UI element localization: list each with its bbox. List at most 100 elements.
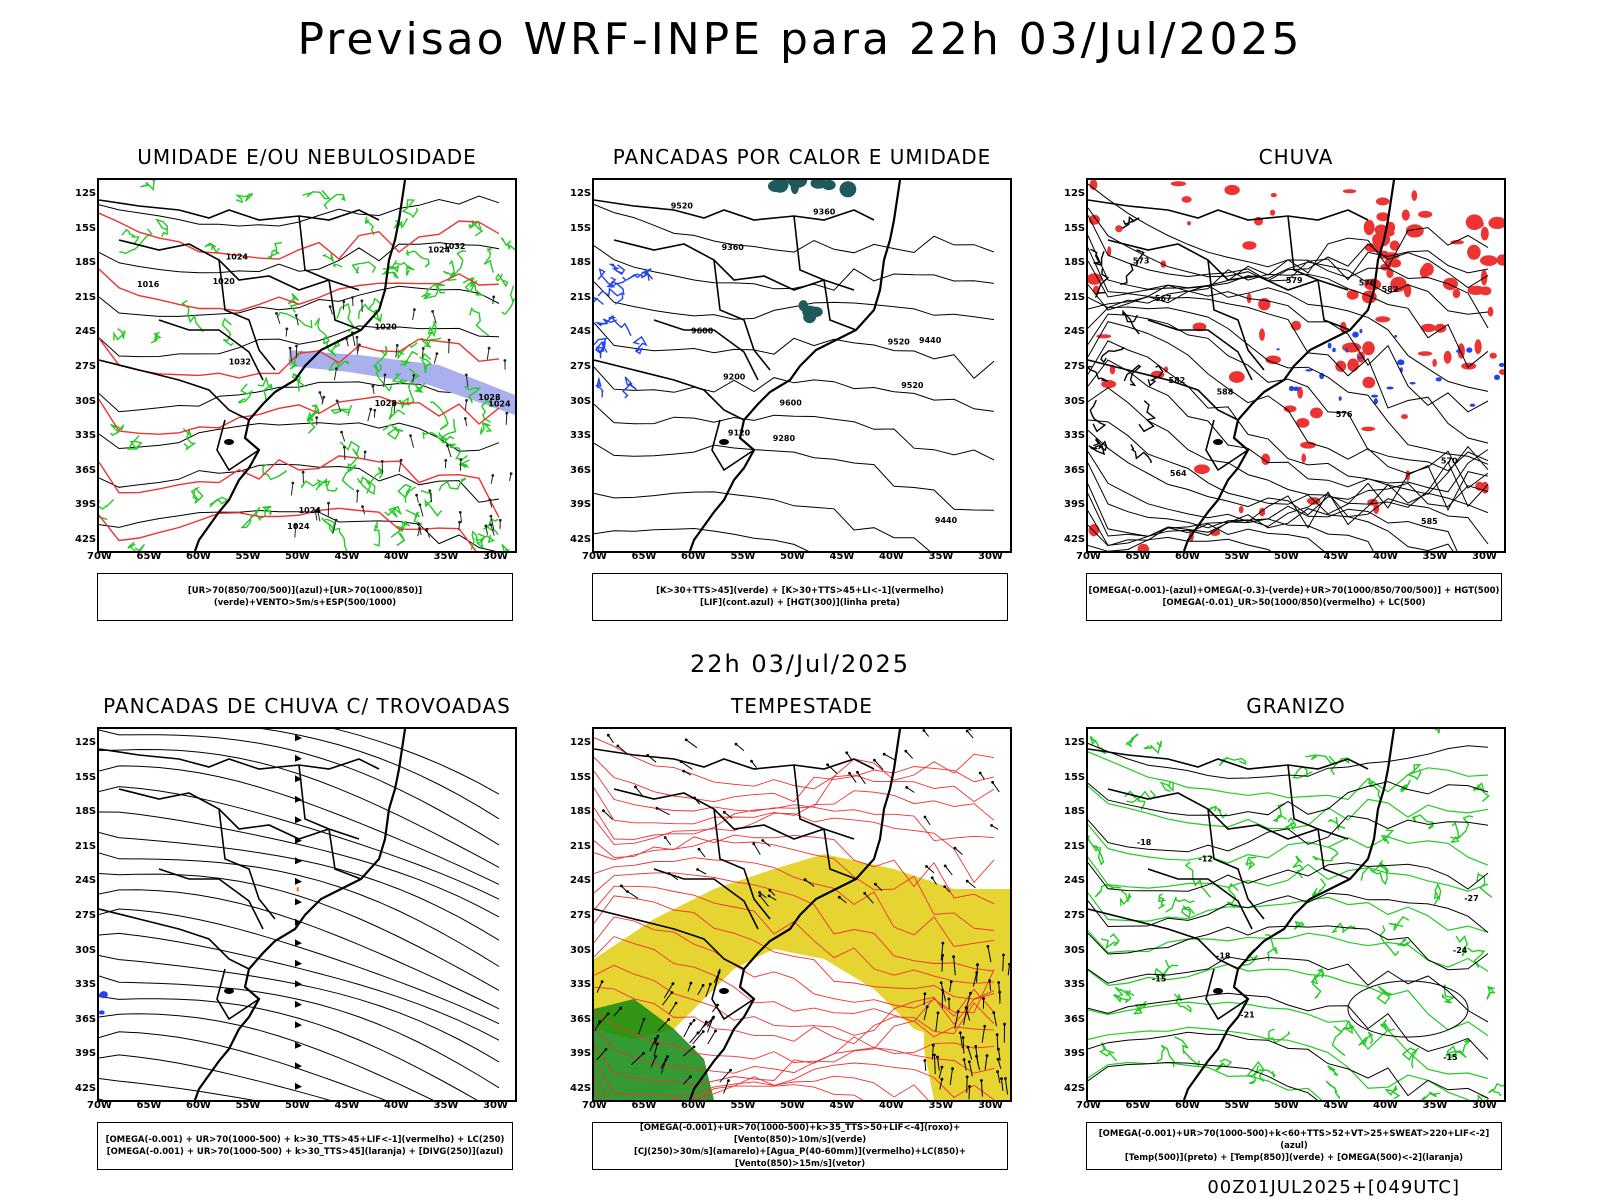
contour-value-label: -12 <box>1199 855 1213 864</box>
contour-line <box>1088 306 1489 465</box>
longitude-tick-label: 30W <box>978 1100 1003 1111</box>
contour-line <box>1154 959 1179 977</box>
latitude-tick-label: 39S <box>75 499 97 511</box>
wind-vector <box>465 374 469 388</box>
wind-vector-head <box>335 399 339 403</box>
wind-vector-head <box>968 1085 971 1088</box>
contour-line <box>629 267 654 281</box>
streamline-arrow <box>295 1062 302 1070</box>
longitude-tick-label: 55W <box>235 1100 261 1111</box>
contour-line <box>1358 1031 1374 1047</box>
forecast-time-subtitle: 22h 03/Jul/2025 <box>689 650 911 678</box>
lake-shape <box>719 988 729 994</box>
wind-vector <box>939 1079 943 1090</box>
contour-line <box>367 307 383 323</box>
contour-value-label: 1032 <box>229 358 251 367</box>
shaded-area <box>1456 349 1461 353</box>
contour-line <box>422 431 455 444</box>
wind-vector-head <box>803 878 807 882</box>
contour-line <box>420 489 443 517</box>
longitude-tick-label: 40W <box>879 1100 904 1111</box>
contour-line <box>302 189 331 200</box>
wind-vector-head <box>692 1018 696 1022</box>
wind-vector-head <box>444 459 448 462</box>
contour-line <box>621 376 637 399</box>
wind-vector-head <box>602 809 605 812</box>
contour-line <box>1088 365 1108 382</box>
contour-line <box>99 268 500 312</box>
contour-line <box>594 986 995 1045</box>
wind-vector <box>993 1012 997 1027</box>
contour-line <box>594 770 995 812</box>
wind-vector-head <box>489 523 493 527</box>
country-border <box>793 215 825 281</box>
coastline <box>193 729 407 1100</box>
latitude-tick-label: 21S <box>1064 840 1086 852</box>
country-border <box>613 239 855 291</box>
wind-vector <box>395 345 398 358</box>
wind-vector <box>692 1031 704 1045</box>
legend-line: [OMEGA(-0.001) + UR>70(1000-500) + k>30_… <box>106 1147 504 1157</box>
contour-line <box>594 366 995 412</box>
wind-vector-head <box>393 402 397 405</box>
wind-vector-head <box>380 460 384 463</box>
country-border <box>1287 215 1319 281</box>
streamline-arrow <box>295 816 302 824</box>
contour-line <box>1088 340 1489 495</box>
latitude-tick-label: 27S <box>1064 910 1086 921</box>
contour-line <box>413 382 426 393</box>
contour-line <box>1370 859 1388 886</box>
wind-vector-head <box>671 982 675 985</box>
contour-line <box>287 293 300 313</box>
contour-line <box>1088 1061 1318 1100</box>
wind-vector-head <box>965 729 969 733</box>
contour-line <box>190 486 204 504</box>
wind-vector-head <box>634 785 637 789</box>
contour-line <box>1138 400 1157 433</box>
longitude-tick-label: 65W <box>136 1100 162 1111</box>
forecast-map: -12 -15 -18 -21 -24 -27 -15 -18 <box>1086 727 1506 1102</box>
wind-vector-head <box>873 758 876 762</box>
shaded-area <box>1361 426 1376 432</box>
contour-line <box>594 964 995 1036</box>
latitude-tick-label: 15S <box>75 222 97 234</box>
wind-vector <box>603 810 613 820</box>
country-border <box>1107 239 1349 291</box>
wind-vector-head <box>905 786 909 789</box>
forecast-map: 9600 9600 9520 9520 9440 9360 9280 9200 9120 9520… <box>592 178 1012 553</box>
page-title: Previsao WRF-INPE para 22h 03/Jul/2025 <box>297 14 1303 65</box>
wind-vector-head <box>983 1024 987 1028</box>
wind-vector-head <box>371 384 375 388</box>
wind-vector-head <box>670 991 674 994</box>
contour-line <box>1466 947 1486 968</box>
panel-title: PANCADAS POR CALOR E UMIDADE <box>612 145 992 169</box>
latitude-tick-label: 12S <box>1064 737 1086 748</box>
wind-vector <box>683 1023 692 1038</box>
wind-vector <box>924 1060 927 1071</box>
coastline <box>193 180 407 551</box>
wind-vector <box>972 972 978 987</box>
longitude-tick-label: 30W <box>978 551 1003 562</box>
latitude-tick-label: 15S <box>1064 222 1086 234</box>
lake-shape <box>224 988 234 994</box>
contour-line <box>594 322 995 380</box>
wind-vector <box>968 1061 973 1077</box>
legend-line: [Temp(500)](preto) + [Temp(850)](verde) … <box>1124 1153 1464 1163</box>
contour-line <box>1088 963 1489 1037</box>
wind-vector-head <box>1004 1077 1007 1080</box>
longitude-tick-label: 70W <box>582 1100 607 1111</box>
wind-vector <box>966 993 971 1007</box>
longitude-tick-label: 60W <box>1175 551 1200 562</box>
shaded-area <box>1347 358 1359 372</box>
streamline <box>99 932 500 1041</box>
contour-value-label: 1032 <box>443 242 465 251</box>
country-border <box>118 239 360 291</box>
wind-vector <box>617 745 628 755</box>
latitude-tick-label: 24S <box>75 875 97 887</box>
shaded-area <box>1480 255 1498 266</box>
contour-line <box>481 398 496 423</box>
contour-line <box>594 1026 995 1074</box>
contour-line <box>391 373 408 385</box>
wind-vector-head <box>465 399 468 402</box>
wind-vector <box>849 773 857 783</box>
